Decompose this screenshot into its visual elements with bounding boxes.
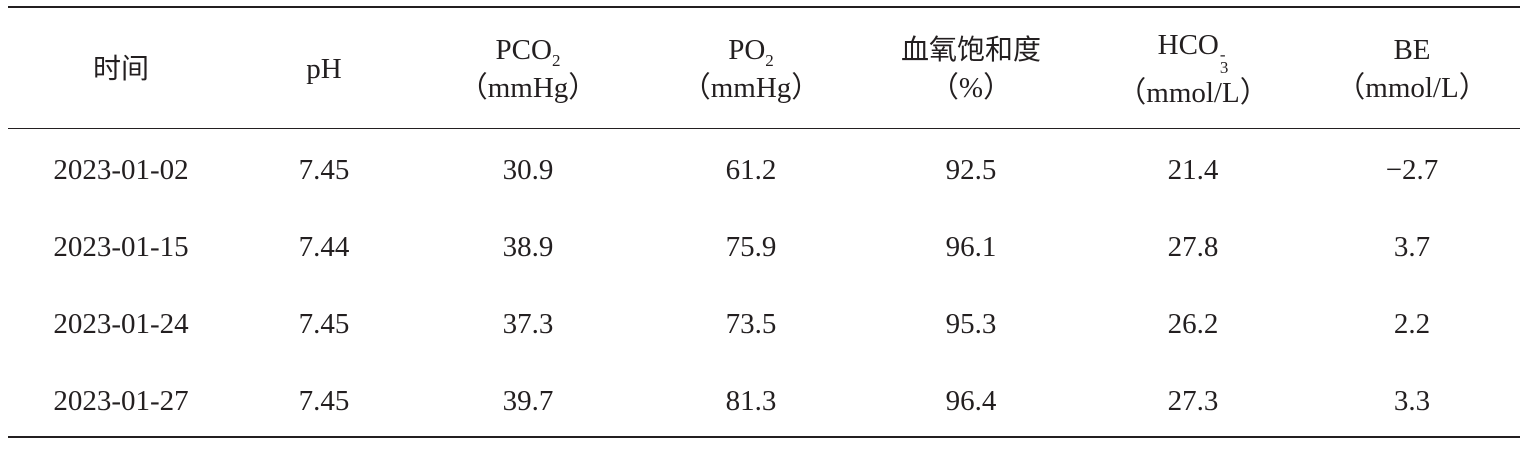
table-bottom-rule: [8, 436, 1520, 438]
header-be-name: BE: [1393, 34, 1431, 66]
table-cell: 2023-01-15: [53, 231, 189, 263]
table-cell: 73.5: [725, 308, 777, 340]
table-cell: 3.3: [1393, 385, 1431, 417]
table-cell: 30.9: [502, 154, 554, 186]
table-header-rule: [8, 128, 1520, 129]
header-po2-unit: （mmHg）: [681, 72, 821, 104]
table-cell: 96.1: [945, 231, 997, 263]
table-cell: 81.3: [725, 385, 777, 417]
table-cell: 7.44: [298, 231, 350, 263]
header-hco3: HCO -3 （mmol/L）: [1082, 24, 1304, 114]
table-cell: 3.7: [1393, 231, 1431, 263]
table-cell: 7.45: [298, 308, 350, 340]
table-cell: 2023-01-02: [53, 154, 189, 186]
table-cell: 27.3: [1167, 385, 1219, 417]
header-pco2: PCO2 （mmHg）: [414, 24, 642, 114]
header-spo2-unit: （%）: [929, 72, 1013, 104]
table-cell: 27.8: [1167, 231, 1219, 263]
table-cell: 37.3: [502, 308, 554, 340]
header-be: BE （mmol/L）: [1304, 24, 1520, 114]
table-cell: 26.2: [1167, 308, 1219, 340]
header-ph: pH: [234, 50, 414, 88]
header-time-label: 时间: [92, 52, 149, 85]
table-cell: 39.7: [502, 385, 554, 417]
header-po2: PO2 （mmHg）: [642, 24, 860, 114]
table-cell: 7.45: [298, 154, 350, 186]
table-cell: 2023-01-27: [53, 385, 189, 417]
table-cell: 2023-01-24: [53, 308, 189, 340]
header-po2-name: PO2: [728, 34, 774, 70]
table-cell: 96.4: [945, 385, 997, 417]
header-time: 时间: [8, 50, 234, 88]
header-pco2-name: PCO2: [495, 34, 561, 70]
header-hco3-name: HCO -3: [1157, 29, 1229, 77]
table-top-rule: [8, 6, 1520, 8]
table-cell: 38.9: [502, 231, 554, 263]
header-hco3-unit: （mmol/L）: [1117, 77, 1269, 109]
table-cell: 7.45: [298, 385, 350, 417]
table-cell: 61.2: [725, 154, 777, 186]
table-cell: 92.5: [945, 154, 997, 186]
header-ph-label: pH: [306, 53, 342, 85]
table-cell: 2.2: [1393, 308, 1431, 340]
header-spo2: 血氧饱和度 （%）: [860, 24, 1082, 114]
header-pco2-unit: （mmHg）: [458, 72, 598, 104]
header-spo2-name: 血氧饱和度: [900, 33, 1041, 66]
table-cell: 21.4: [1167, 154, 1219, 186]
header-be-unit: （mmol/L）: [1336, 72, 1488, 104]
table-cell: 95.3: [945, 308, 997, 340]
table-cell: 75.9: [725, 231, 777, 263]
table-cell: −2.7: [1385, 154, 1439, 186]
